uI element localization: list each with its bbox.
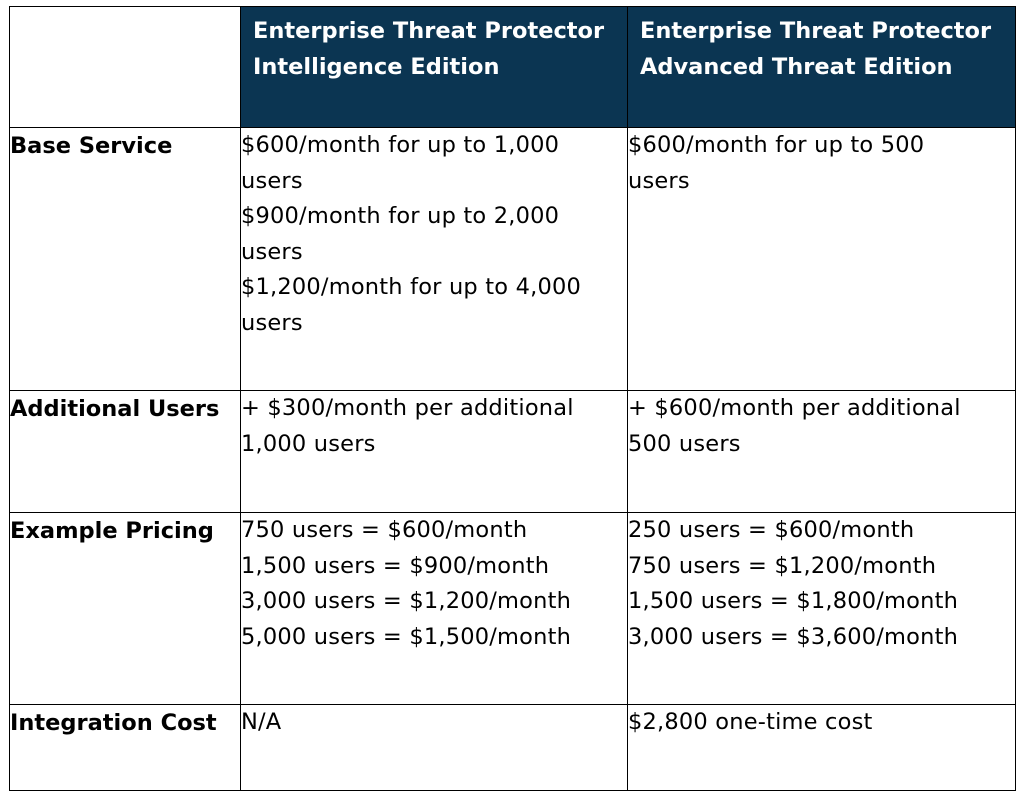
table-row-base-service: Base Service $600/month for up to 1,000 … [9,127,1016,391]
row-label-example-pricing: Example Pricing [9,512,241,705]
cell-additional-users-advanced: + $600/month per additional 500 users [627,390,1016,513]
cell-line: + $300/month per additional [241,395,574,421]
cell-line: 1,000 users [241,430,376,457]
cell-line: + $600/month per additional [628,395,961,421]
header-advanced-line-1: Enterprise Threat Protector [640,18,992,44]
cell-line: 500 users [628,430,741,457]
header-intelligence-line-1: Enterprise Threat Protector [253,18,605,44]
cell-line: 1,500 users = $1,800/month [628,588,959,614]
header-corner-cell [9,6,241,128]
cell-base-service-advanced: $600/month for up to 500 users [627,127,1016,391]
row-label-additional-users: Additional Users [9,390,241,513]
cell-integration-cost-advanced: $2,800 one-time cost [627,704,1016,791]
cell-base-service-intelligence: $600/month for up to 1,000 users $900/mo… [240,127,628,391]
header-advanced-threat-edition: Enterprise Threat Protector Advanced Thr… [627,6,1016,128]
cell-line: $600/month for up to 500 [628,132,925,158]
cell-example-pricing-intelligence: 750 users = $600/month 1,500 users = $90… [240,512,628,705]
cell-line: 250 users = $600/month [628,517,915,543]
cell-line: $900/month for up to 2,000 [241,203,560,229]
cell-line: users [241,167,303,194]
cell-line: 750 users = $1,200/month [628,552,937,579]
cell-line: $2,800 one-time cost [628,709,873,735]
cell-line: 3,000 users = $3,600/month [628,623,959,650]
header-intelligence-line-2: Intelligence Edition [253,54,500,80]
header-advanced-line-2: Advanced Threat Edition [640,54,953,80]
row-label-base-service: Base Service [9,127,241,391]
table-header-row: Enterprise Threat Protector Intelligence… [9,6,1016,128]
cell-example-pricing-advanced: 250 users = $600/month 750 users = $1,20… [627,512,1016,705]
cell-line: $1,200/month for up to 4,000 [241,274,582,300]
row-label-integration-cost: Integration Cost [9,704,241,791]
cell-line: 3,000 users = $1,200/month [241,588,572,614]
cell-line: users [241,309,303,336]
cell-additional-users-intelligence: + $300/month per additional 1,000 users [240,390,628,513]
table-row-example-pricing: Example Pricing 750 users = $600/month 1… [9,512,1016,705]
table-row-integration-cost: Integration Cost N/A $2,800 one-time cos… [9,704,1016,791]
cell-line: 1,500 users = $900/month [241,552,550,579]
cell-line: users [628,167,690,194]
cell-line: users [241,238,303,265]
cell-line: N/A [241,709,282,735]
cell-integration-cost-intelligence: N/A [240,704,628,791]
cell-line: $600/month for up to 1,000 [241,132,560,158]
header-intelligence-edition: Enterprise Threat Protector Intelligence… [240,6,628,128]
cell-line: 750 users = $600/month [241,517,528,543]
table-row-additional-users: Additional Users + $300/month per additi… [9,390,1016,513]
cell-line: 5,000 users = $1,500/month [241,623,572,650]
pricing-comparison-table: Enterprise Threat Protector Intelligence… [9,6,1016,791]
